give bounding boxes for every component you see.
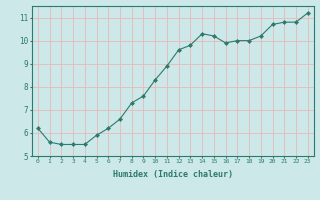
X-axis label: Humidex (Indice chaleur): Humidex (Indice chaleur) [113, 170, 233, 179]
